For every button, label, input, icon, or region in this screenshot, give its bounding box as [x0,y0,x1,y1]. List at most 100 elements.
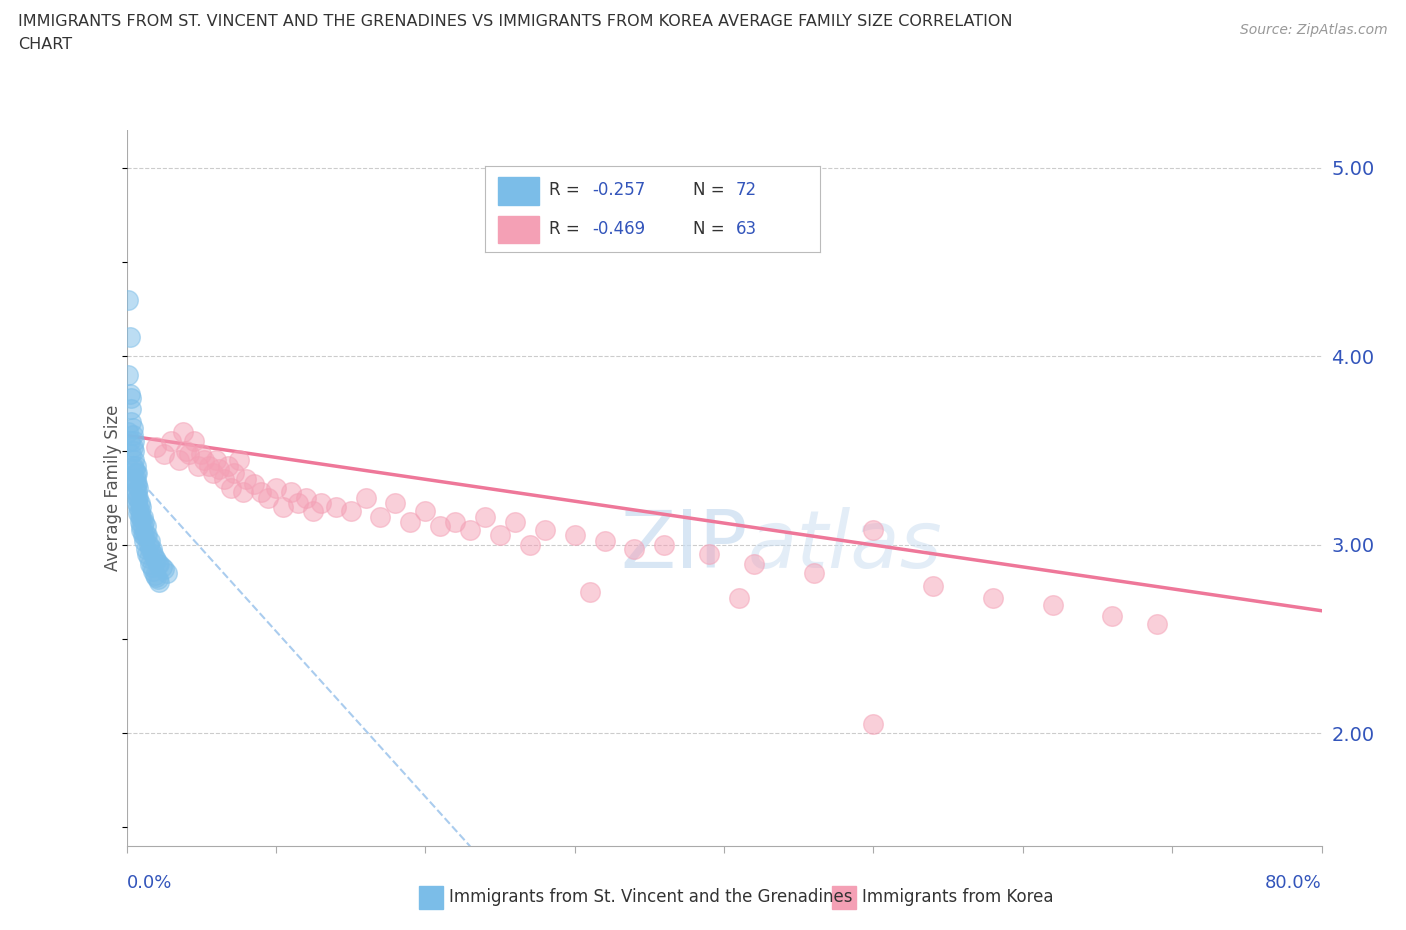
Point [127,481,149,496]
Point [325,499,347,514]
Point [145,552,167,567]
Point [193,453,215,468]
Point [125,496,148,511]
Text: Immigrants from St. Vincent and the Grenadines: Immigrants from St. Vincent and the Gren… [450,888,852,907]
Point [339,503,361,518]
Point [519,538,541,552]
Text: 0.0%: 0.0% [127,874,172,892]
Point [652,538,675,552]
Bar [499,178,538,205]
Point [167,453,190,468]
Point [125,485,148,499]
Point [131,499,153,514]
Point [122,433,145,448]
Point [132,528,155,543]
Point [117,292,139,307]
Point [124,472,146,486]
Point [1101,609,1123,624]
Point [138,538,160,552]
Bar [499,216,538,244]
Point [202,466,225,481]
Point [129,496,152,511]
Point [354,490,377,505]
Point [862,716,884,731]
Point [120,415,142,430]
Point [862,523,884,538]
Point [135,541,157,556]
Point [728,591,751,605]
Point [458,523,481,538]
Text: -0.469: -0.469 [592,219,645,238]
Point [257,490,280,505]
Point [129,509,152,524]
Point [120,447,142,462]
Text: Immigrants from Korea: Immigrants from Korea [862,888,1053,907]
Point [370,509,392,524]
Point [139,556,162,571]
Point [131,509,153,524]
Point [205,453,228,468]
Point [212,472,235,486]
Text: R =: R = [548,181,585,199]
Point [145,569,167,584]
Point [174,443,197,458]
Point [503,514,526,529]
Point [399,514,422,529]
Point [235,472,257,486]
Point [152,560,174,575]
Point [183,433,205,448]
Point [197,458,219,473]
Point [280,485,302,499]
Point [134,534,156,549]
Point [141,560,163,575]
Point [922,578,945,593]
Point [121,428,143,443]
Point [131,519,153,534]
Point [803,565,825,580]
Point [302,503,325,518]
Point [179,447,201,462]
Point [228,453,250,468]
Bar [419,885,443,910]
Point [578,584,600,599]
Point [697,547,720,562]
Text: ZIP: ZIP [620,507,748,585]
Point [134,514,156,529]
Point [309,496,332,511]
Text: IMMIGRANTS FROM ST. VINCENT AND THE GRENADINES VS IMMIGRANTS FROM KOREA AVERAGE : IMMIGRANTS FROM ST. VINCENT AND THE GREN… [18,14,1012,29]
Point [1042,598,1064,613]
Point [127,499,149,514]
Text: R =: R = [548,219,585,238]
Point [222,466,246,481]
Point [117,424,139,439]
Point [129,514,152,529]
Point [118,433,141,448]
Point [593,534,616,549]
Point [124,477,146,492]
Point [474,509,496,524]
Point [444,514,467,529]
Point [143,567,166,582]
Point [141,541,163,556]
Y-axis label: Average Family Size: Average Family Size [104,405,122,571]
Point [1146,617,1168,631]
Point [118,387,141,402]
Point [120,391,142,405]
Point [187,458,209,473]
Point [122,462,145,477]
Point [146,556,169,571]
Point [131,523,153,538]
Point [489,528,512,543]
Text: 80.0%: 80.0% [1265,874,1322,892]
Point [122,472,145,486]
Point [124,458,146,473]
Point [132,509,155,524]
Text: 72: 72 [737,181,758,199]
Point [208,462,231,477]
Point [429,519,451,534]
Point [217,458,239,473]
Point [160,433,183,448]
Point [232,485,254,499]
Text: 63: 63 [737,219,758,238]
Point [250,485,273,499]
